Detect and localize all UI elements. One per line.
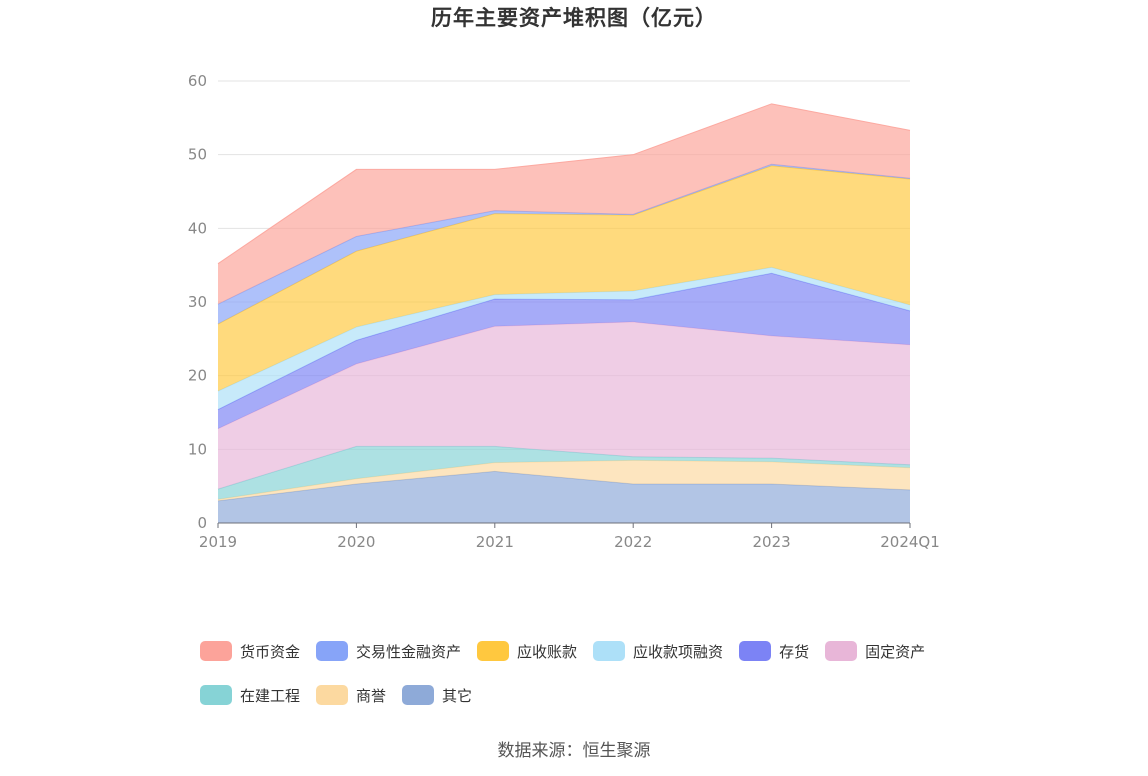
legend-label: 商誉 <box>356 686 387 705</box>
legend-swatch <box>825 641 858 661</box>
legend-swatch <box>402 685 435 705</box>
legend-label: 应收款项融资 <box>633 642 724 661</box>
legend-item[interactable]: 在建工程 <box>200 684 300 706</box>
area-series <box>217 103 911 523</box>
legend-item[interactable]: 固定资产 <box>825 640 925 662</box>
legend-label: 交易性金融资产 <box>356 642 462 661</box>
legend-swatch <box>200 641 232 661</box>
legend-item[interactable]: 应收账款 <box>477 640 577 662</box>
x-tick-label: 2021 <box>476 533 514 551</box>
legend-swatch <box>316 685 349 705</box>
legend-swatch <box>593 641 626 661</box>
area-series-8 <box>218 103 910 305</box>
legend-label: 应收账款 <box>517 642 578 661</box>
x-tick-label: 2019 <box>199 533 237 551</box>
legend-label: 固定资产 <box>865 642 926 661</box>
area-series-line-8 <box>217 103 911 265</box>
y-tick-label: 50 <box>188 146 207 164</box>
y-tick-label: 60 <box>188 72 207 90</box>
area-series-4 <box>218 273 910 429</box>
data-source: 数据来源：恒生聚源 <box>497 741 651 761</box>
legend-swatch <box>477 641 510 661</box>
legend-item[interactable]: 其它 <box>402 684 472 706</box>
legend-label: 其它 <box>442 686 473 705</box>
y-tick-label: 40 <box>188 219 207 237</box>
area-series-3 <box>218 321 910 490</box>
x-tick-label: 2023 <box>753 533 791 551</box>
legend-item[interactable]: 货币资金 <box>200 640 300 662</box>
x-tick-label: 2024Q1 <box>880 533 940 551</box>
axes: 0 10 20 30 40 50 60 2019 2020 2021 2022 2023 2024Q1 <box>188 72 940 551</box>
legend-swatch <box>200 685 232 705</box>
legend-label: 存货 <box>779 642 810 661</box>
area-series-6 <box>218 165 910 392</box>
y-tick-label: 0 <box>197 514 207 532</box>
x-tick-label: 2022 <box>614 533 652 551</box>
legend-item[interactable]: 应收款项融资 <box>593 640 723 662</box>
chart-legend: 货币资金 交易性金融资产 应收账款 应收款项融资 存货 固定资产在建工程 商誉 其它 <box>200 640 980 706</box>
legend-label: 在建工程 <box>240 686 301 705</box>
legend-swatch <box>316 641 349 661</box>
x-tick-label: 2020 <box>337 533 375 551</box>
stacked-area-chart: 0 10 20 30 40 50 60 2019 2020 2021 2022 2023 2024Q1 <box>188 72 940 551</box>
y-tick-label: 10 <box>188 440 207 458</box>
legend-label: 货币资金 <box>240 642 301 661</box>
legend-item[interactable]: 存货 <box>739 640 809 662</box>
legend-item[interactable]: 商誉 <box>316 684 386 706</box>
area-series-1 <box>218 460 910 501</box>
area-series-5 <box>218 267 910 410</box>
area-series-2 <box>218 446 910 500</box>
legend-item[interactable]: 交易性金融资产 <box>316 640 461 662</box>
chart-title: 历年主要资产堆积图（亿元） <box>431 6 717 30</box>
y-tick-label: 20 <box>188 367 207 385</box>
area-series-7 <box>218 164 910 325</box>
legend-swatch <box>739 641 772 661</box>
y-tick-label: 30 <box>188 293 207 311</box>
